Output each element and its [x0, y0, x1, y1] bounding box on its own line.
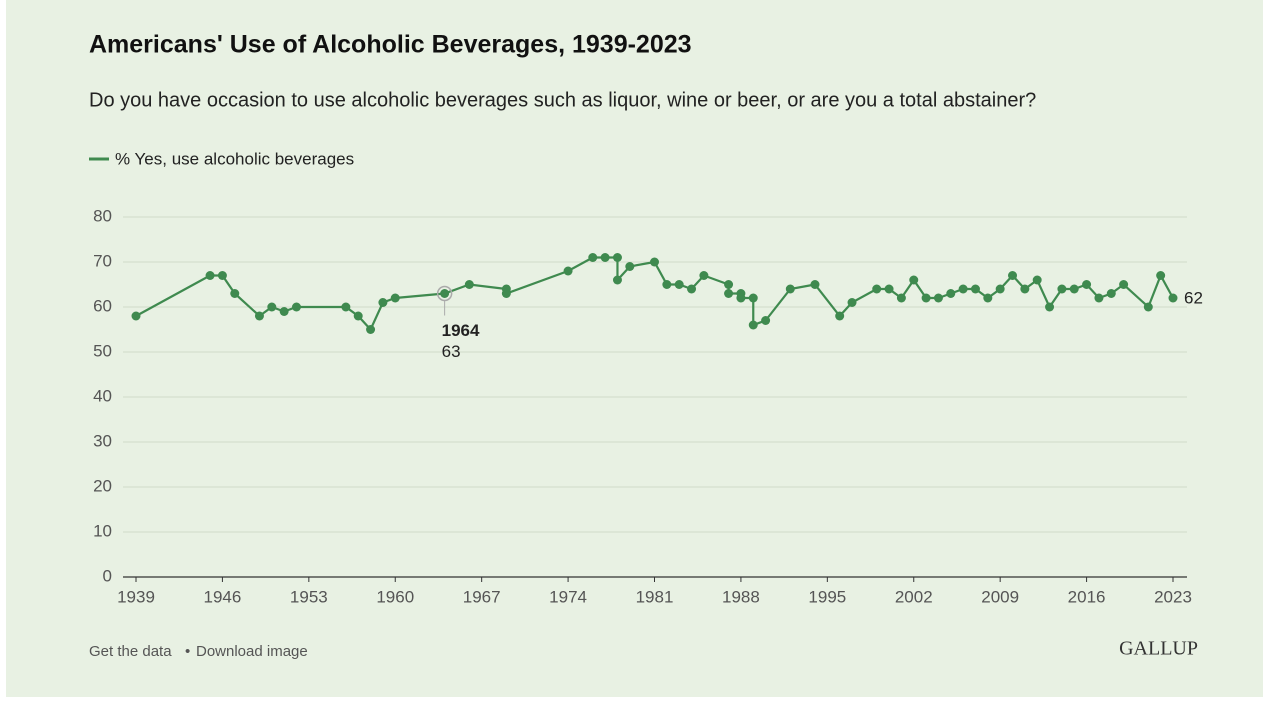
x-tick-label: 2009 [981, 587, 1019, 606]
data-point [761, 316, 771, 325]
data-point [390, 293, 400, 303]
data-point [131, 311, 141, 321]
data-point [612, 253, 622, 262]
data-point [958, 284, 968, 294]
data-point [1082, 280, 1092, 289]
data-point [464, 280, 474, 289]
x-tick-label: 1974 [549, 587, 587, 606]
data-point [1106, 289, 1116, 298]
data-point [909, 275, 919, 285]
data-point [217, 271, 227, 280]
y-tick-label: 10 [93, 521, 112, 540]
x-tick-label: 1981 [636, 587, 674, 606]
data-point [699, 271, 709, 280]
data-point [600, 253, 610, 262]
data-point [736, 293, 746, 303]
x-tick-label: 2016 [1068, 587, 1106, 606]
data-point [205, 271, 215, 280]
y-tick-label: 0 [103, 566, 112, 585]
data-point [341, 302, 351, 312]
x-tick-label: 2002 [895, 587, 933, 606]
data-point [810, 280, 820, 289]
data-point [847, 298, 857, 307]
x-tick-label: 1939 [117, 587, 155, 606]
data-point [378, 298, 388, 307]
card [6, 0, 1263, 697]
brand: GALLUP [1119, 638, 1198, 660]
y-tick-label: 50 [93, 341, 112, 360]
data-point [724, 280, 734, 289]
data-point [835, 311, 845, 321]
data-point [588, 253, 598, 262]
footer-link[interactable]: Get the data [89, 643, 172, 660]
data-point [563, 266, 573, 276]
data-point [625, 262, 635, 271]
y-tick-label: 30 [93, 431, 112, 450]
x-tick-label: 1946 [204, 587, 242, 606]
y-tick-label: 40 [93, 386, 112, 405]
data-point [946, 289, 956, 298]
series-line [135, 256, 1174, 332]
data-point [1032, 275, 1042, 285]
data-point [896, 293, 906, 303]
data-point [933, 293, 943, 303]
data-point [279, 307, 289, 316]
data-point [724, 289, 734, 298]
y-tick-label: 80 [93, 206, 112, 225]
legend-label: % Yes, use alcoholic beverages [115, 149, 354, 168]
data-point [687, 284, 697, 294]
data-point [785, 284, 795, 294]
data-point [1143, 302, 1153, 312]
data-point [1168, 293, 1178, 303]
annotation-value: 63 [442, 342, 461, 361]
annotation-year: 1964 [442, 321, 480, 340]
data-point [650, 257, 659, 267]
x-tick-label: 1960 [376, 587, 414, 606]
data-point [1045, 302, 1055, 312]
data-point [921, 293, 931, 303]
data-point [254, 311, 264, 321]
x-tick-label: 1953 [290, 587, 328, 606]
data-point [291, 302, 301, 312]
x-tick-label: 1967 [463, 587, 501, 606]
chart-subtitle: Do you have occasion to use alcoholic be… [89, 89, 1036, 111]
data-point [353, 311, 363, 321]
data-point [1069, 284, 1079, 294]
data-point [1057, 284, 1067, 294]
data-point [884, 284, 894, 294]
data-point [748, 320, 758, 330]
y-tick-label: 60 [93, 296, 112, 315]
data-point [1008, 271, 1018, 280]
y-tick-label: 20 [93, 476, 112, 495]
data-point [1119, 280, 1129, 289]
data-point [970, 284, 980, 294]
data-point [748, 293, 758, 303]
data-point [366, 325, 376, 334]
data-point [1020, 284, 1030, 294]
data-point [983, 293, 993, 303]
x-tick-label: 1995 [808, 587, 846, 606]
data-point [501, 289, 511, 298]
data-point [674, 280, 684, 289]
data-point [872, 284, 882, 294]
y-tick-label: 70 [93, 251, 112, 270]
data-point [612, 275, 622, 285]
footer-separator: • [185, 643, 190, 660]
data-point [662, 280, 672, 289]
chart-title: Americans' Use of Alcoholic Beverages, 1… [89, 31, 692, 59]
end-label: 62 [1184, 288, 1203, 307]
x-tick-label: 1988 [722, 587, 760, 606]
x-tick-label: 2023 [1154, 587, 1192, 606]
data-point [440, 289, 450, 298]
footer-link[interactable]: Download image [196, 643, 308, 660]
data-point [230, 289, 240, 298]
data-point [1094, 293, 1104, 303]
data-point [267, 302, 277, 312]
data-point [995, 284, 1005, 294]
data-point [1156, 271, 1166, 280]
